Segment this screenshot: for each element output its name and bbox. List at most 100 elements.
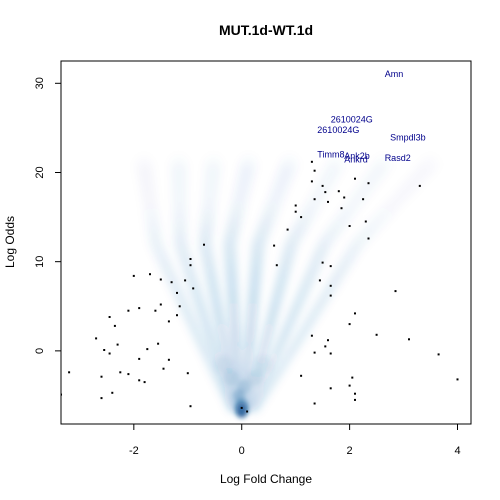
data-point: [176, 314, 178, 317]
data-point: [146, 348, 149, 351]
data-point: [149, 273, 151, 276]
y-tick-label: 10: [34, 256, 46, 268]
data-point: [108, 316, 111, 318]
data-point: [348, 323, 351, 326]
data-point: [329, 352, 332, 355]
data-point: [100, 397, 103, 400]
data-point: [143, 381, 146, 384]
y-tick-label: 30: [34, 77, 46, 89]
data-point: [138, 307, 141, 310]
data-point: [170, 281, 173, 284]
data-point: [321, 261, 324, 264]
density-blob: [198, 240, 214, 256]
data-point: [329, 387, 332, 390]
data-point: [176, 291, 178, 294]
data-point: [321, 184, 324, 187]
data-point: [362, 198, 365, 201]
density-blob: [167, 277, 182, 292]
data-point: [329, 265, 332, 268]
data-point: [340, 207, 343, 210]
gene-label: Rasd2: [385, 153, 411, 163]
density-core: [236, 408, 247, 419]
data-point: [354, 312, 356, 315]
data-point: [300, 374, 303, 377]
data-point: [418, 184, 421, 187]
gene-label: Smpdl3b: [390, 132, 426, 142]
gene-label: Ank2b: [344, 151, 370, 161]
data-point: [189, 258, 192, 260]
data-point: [68, 371, 71, 374]
data-point: [186, 372, 189, 375]
data-point: [343, 196, 346, 199]
data-point: [127, 373, 130, 376]
data-point: [348, 225, 351, 227]
data-point: [408, 338, 410, 341]
chart-title: MUT.1d-WT.1d: [219, 22, 313, 38]
density-blob: [251, 232, 268, 249]
data-point: [111, 391, 114, 394]
x-tick-label: 0: [239, 445, 245, 457]
data-point: [313, 351, 316, 354]
density-blob: [280, 155, 299, 174]
data-point: [108, 352, 111, 355]
data-point: [246, 410, 249, 413]
data-point: [437, 353, 440, 356]
data-point: [159, 278, 162, 281]
data-point: [162, 367, 165, 370]
data-point: [310, 334, 313, 337]
density-blob: [204, 155, 223, 174]
density-blob: [178, 252, 194, 268]
x-tick-label: -2: [129, 445, 139, 457]
data-point: [313, 169, 316, 172]
x-axis: -2 0 2 4: [129, 424, 461, 457]
density-blob: [239, 155, 258, 174]
data-point: [286, 228, 289, 231]
y-tick-label: 20: [34, 166, 46, 178]
data-point: [327, 200, 329, 203]
data-point: [394, 290, 397, 293]
gene-label: 2610024G: [317, 125, 359, 135]
data-point: [337, 190, 340, 193]
density-core: [222, 369, 239, 386]
data-point: [167, 358, 170, 361]
data-point: [324, 191, 327, 194]
data-point: [103, 349, 106, 351]
data-point: [132, 274, 135, 277]
data-point: [116, 343, 119, 346]
x-tick-label: 2: [347, 445, 353, 457]
data-point: [127, 309, 130, 312]
data-point: [157, 342, 160, 345]
y-axis: 0 10 20 30: [34, 77, 61, 354]
data-point: [294, 204, 297, 207]
data-point: [138, 357, 141, 360]
density-blob: [134, 155, 153, 174]
data-point: [324, 345, 327, 348]
data-point: [318, 279, 321, 282]
data-points: [61, 160, 459, 413]
data-point: [178, 305, 181, 308]
data-point: [189, 264, 192, 267]
density-core: [237, 379, 252, 394]
data-point: [275, 264, 278, 267]
density-core: [247, 369, 264, 386]
y-tick-label: 0: [34, 348, 46, 354]
data-point: [329, 284, 332, 287]
data-point: [154, 309, 157, 312]
plot-frame: [60, 60, 472, 425]
data-point: [113, 324, 116, 327]
density-blob: [421, 155, 440, 174]
data-point: [294, 210, 297, 213]
data-point: [456, 378, 459, 381]
x-tick-label: 4: [454, 445, 460, 457]
data-point: [138, 379, 141, 382]
data-point: [100, 375, 103, 378]
data-point: [95, 337, 98, 340]
data-point: [367, 182, 370, 185]
data-point: [167, 320, 170, 323]
data-point: [354, 177, 356, 180]
data-point: [240, 406, 243, 409]
data-point: [354, 392, 356, 395]
density-blob: [282, 240, 298, 256]
